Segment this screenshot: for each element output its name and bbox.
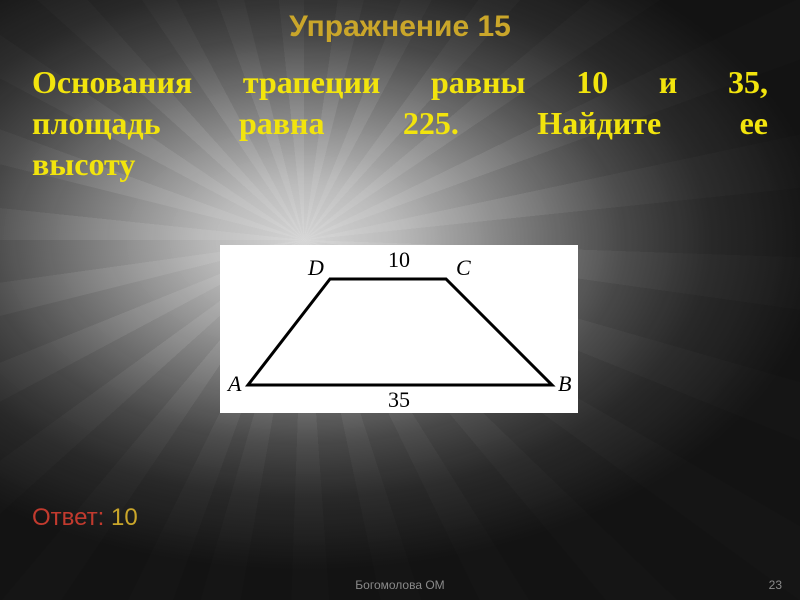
trapezoid-svg: A B C D 10 35: [220, 245, 578, 413]
svg-text:A: A: [226, 371, 242, 396]
svg-text:B: B: [558, 371, 571, 396]
trapezoid-figure: A B C D 10 35: [220, 245, 578, 413]
answer: Ответ: 10: [32, 504, 138, 532]
svg-text:D: D: [307, 255, 324, 280]
svg-text:C: C: [456, 255, 471, 280]
svg-text:10: 10: [388, 247, 410, 272]
page-number: 23: [769, 578, 782, 592]
answer-value: 10: [111, 504, 138, 531]
problem-line-3: высоту: [32, 144, 768, 185]
answer-label: Ответ:: [32, 504, 104, 531]
problem-line-2: площадь равна 225. Найдите ее: [32, 103, 768, 144]
svg-text:35: 35: [388, 387, 410, 412]
problem-text: Основания трапеции равны 10 и 35, площад…: [32, 62, 768, 185]
slide-title: Упражнение 15: [0, 10, 800, 44]
footer-author: Богомолова ОМ: [0, 578, 800, 592]
problem-line-1: Основания трапеции равны 10 и 35,: [32, 62, 768, 103]
